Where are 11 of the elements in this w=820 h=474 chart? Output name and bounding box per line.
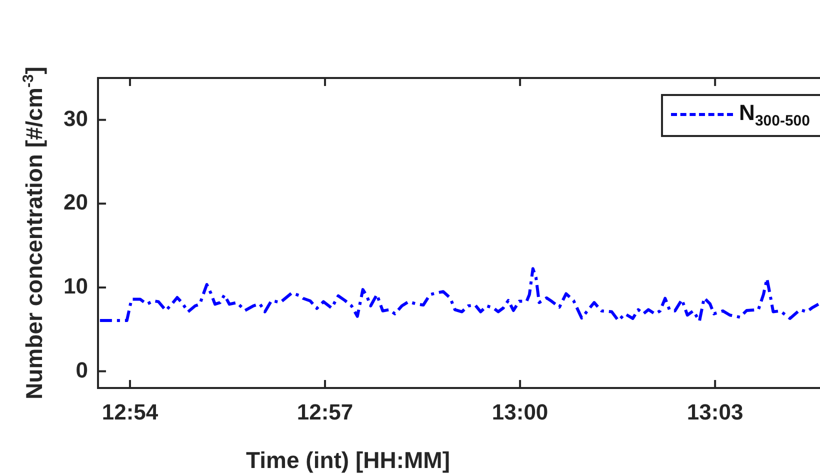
y-tick-label: 0 (76, 357, 88, 382)
y-tick-label: 20 (64, 190, 88, 215)
x-tick-label: 12:57 (296, 399, 354, 424)
legend-label: N$_{300-500}$ (739, 100, 810, 130)
y-tick-label: 10 (64, 274, 88, 299)
line-series (98, 267, 820, 322)
x-tick-label: 13:00 (492, 399, 548, 424)
x-axis-title: Time (int) [HH:MM] (246, 447, 450, 474)
y-tick-label: 30 (64, 106, 88, 131)
x-tick-label: 12:54 (102, 399, 159, 424)
x-tick-label: 13:03 (686, 399, 744, 424)
